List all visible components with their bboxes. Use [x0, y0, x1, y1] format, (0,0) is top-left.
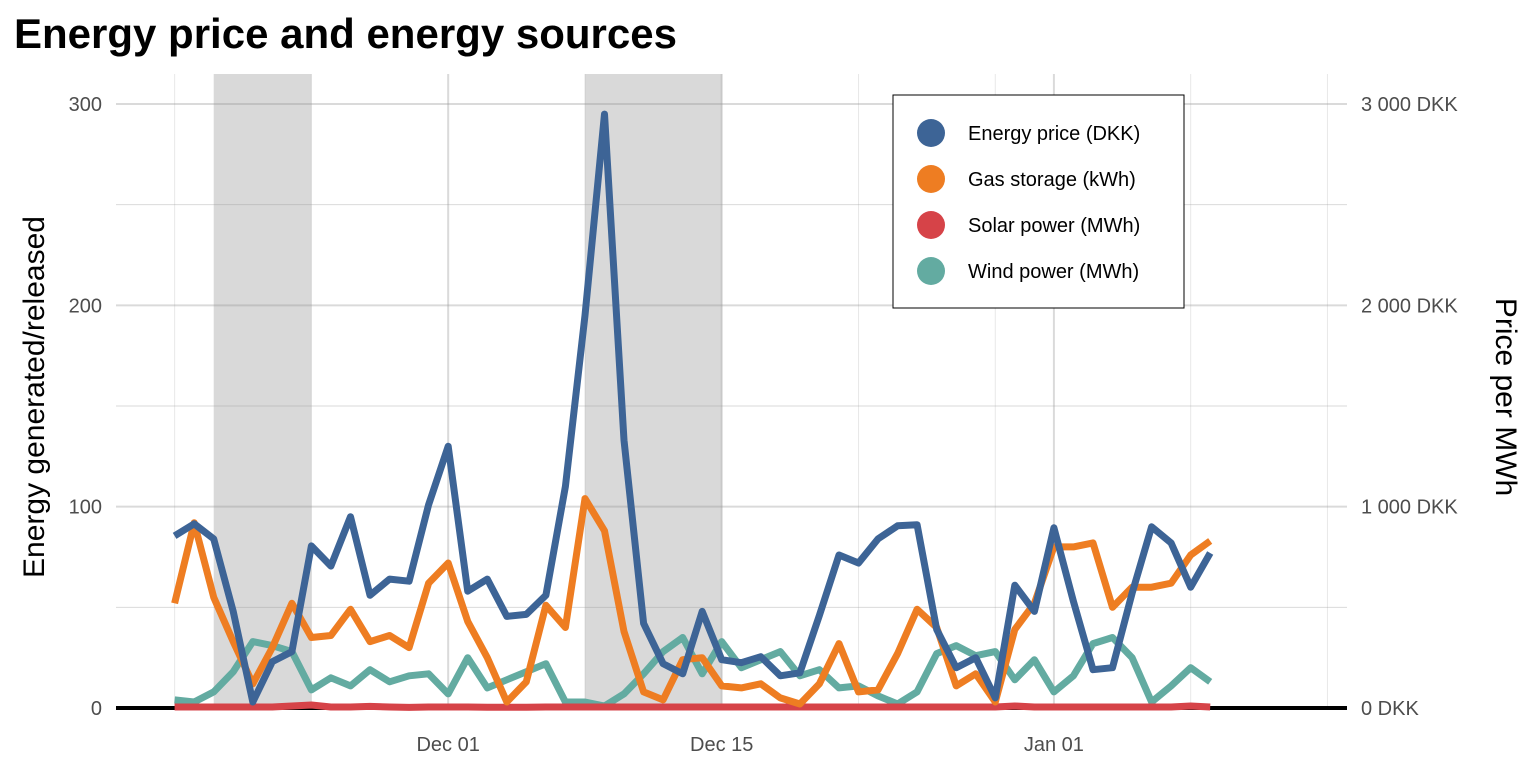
- y-tick-label: 300: [69, 94, 102, 116]
- right-axis-ticks: 0 DKK 1 000 DKK 2 000 DKK 3 000 DKK: [1361, 94, 1458, 720]
- y2-tick-label: 0 DKK: [1361, 698, 1419, 720]
- y2-tick-label: 1 000 DKK: [1361, 497, 1458, 519]
- legend-key: [917, 165, 945, 193]
- x-tick-label: Dec 01: [416, 734, 479, 756]
- legend-label: Energy price (DKK): [968, 123, 1140, 145]
- legend: Energy price (DKK) Gas storage (kWh) Solar…: [892, 94, 1185, 309]
- y2-axis-label: Price per MWh: [1489, 298, 1522, 496]
- y-axis-label: Energy generated/released: [18, 216, 51, 578]
- y-tick-label: 0: [91, 698, 102, 720]
- legend-label: Solar power (MWh): [968, 215, 1140, 237]
- y2-tick-label: 3 000 DKK: [1361, 94, 1458, 116]
- chart-title: Energy price and energy sources: [14, 10, 677, 57]
- y2-tick-label: 2 000 DKK: [1361, 295, 1458, 317]
- series-lines: [171, 110, 1214, 711]
- y-tick-label: 200: [69, 295, 102, 317]
- legend-key: [917, 119, 945, 147]
- legend-key: [917, 211, 945, 239]
- legend-key: [917, 257, 945, 285]
- left-axis-ticks: 0 100 200 300: [69, 94, 102, 720]
- x-tick-label: Dec 15: [690, 734, 753, 756]
- legend-label: Wind power (MWh): [968, 261, 1139, 283]
- series-line-solar-power-mwh: [174, 701, 1211, 711]
- legend-label: Gas storage (kWh): [968, 169, 1136, 191]
- x-tick-label: Jan 01: [1024, 734, 1084, 756]
- y-tick-label: 100: [69, 497, 102, 519]
- series-line-energy-price-dkk: [172, 110, 1214, 706]
- x-axis-ticks: Dec 01 Dec 15 Jan 01: [416, 734, 1083, 756]
